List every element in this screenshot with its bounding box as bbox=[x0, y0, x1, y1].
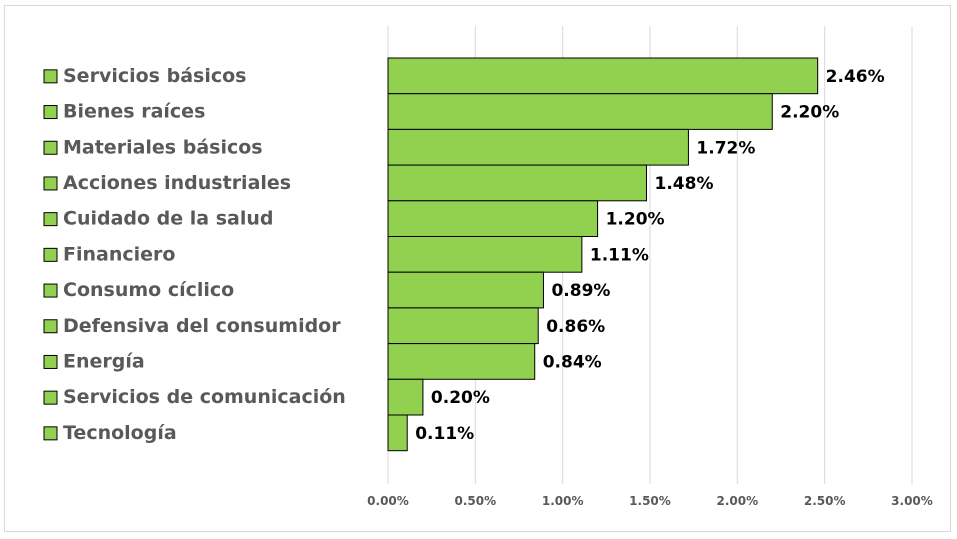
category-label: Servicios de comunicación bbox=[63, 386, 346, 408]
legend-swatch bbox=[43, 283, 58, 298]
bar bbox=[387, 200, 599, 238]
x-tick-label: 0.50% bbox=[455, 494, 497, 508]
category-label: Cuidado de la salud bbox=[63, 208, 274, 230]
category-label: Tecnología bbox=[63, 422, 177, 444]
bar-value-label: 0.86% bbox=[546, 317, 605, 337]
legend-swatch bbox=[43, 426, 58, 441]
bar bbox=[387, 164, 648, 202]
bar-value-label: 1.11% bbox=[590, 245, 649, 265]
bar bbox=[387, 236, 583, 273]
category-label: Energía bbox=[63, 350, 145, 372]
bar bbox=[387, 271, 544, 309]
legend-swatch bbox=[43, 247, 58, 262]
legend-swatch bbox=[43, 105, 58, 120]
bar bbox=[387, 343, 536, 380]
legend-swatch bbox=[43, 354, 58, 369]
bar bbox=[387, 128, 689, 166]
category-label: Consumo cíclico bbox=[63, 279, 234, 301]
x-tick-label: 0.00% bbox=[367, 494, 409, 508]
bar-value-label: 0.84% bbox=[543, 352, 602, 372]
category-label: Acciones industriales bbox=[63, 172, 291, 194]
bar-value-label: 0.11% bbox=[415, 424, 474, 444]
bar bbox=[387, 378, 424, 416]
legend-swatch bbox=[43, 140, 58, 155]
bar bbox=[387, 93, 773, 130]
bar-value-label: 1.48% bbox=[655, 174, 714, 194]
x-tick-label: 3.00% bbox=[891, 494, 933, 508]
category-label: Financiero bbox=[63, 243, 175, 265]
bar bbox=[387, 57, 819, 95]
x-tick-label: 1.50% bbox=[629, 494, 671, 508]
legend-swatch bbox=[43, 69, 58, 84]
category-label: Defensiva del consumidor bbox=[63, 315, 341, 337]
bar-value-label: 2.20% bbox=[780, 103, 839, 123]
bar-value-label: 2.46% bbox=[826, 67, 885, 87]
legend-swatch bbox=[43, 212, 58, 227]
x-tick-label: 1.00% bbox=[542, 494, 584, 508]
legend-swatch bbox=[43, 390, 58, 405]
bar bbox=[387, 414, 408, 452]
category-label: Servicios básicos bbox=[63, 65, 246, 87]
category-label: Bienes raíces bbox=[63, 101, 205, 123]
bar bbox=[387, 307, 539, 345]
bar-value-label: 1.20% bbox=[606, 210, 665, 230]
x-tick-label: 2.50% bbox=[804, 494, 846, 508]
bar-value-label: 1.72% bbox=[696, 138, 755, 158]
bar-value-label: 0.20% bbox=[431, 388, 490, 408]
x-tick-label: 2.00% bbox=[717, 494, 759, 508]
legend-swatch bbox=[43, 319, 58, 334]
bar-value-label: 0.89% bbox=[551, 281, 610, 301]
category-label: Materiales básicos bbox=[63, 136, 263, 158]
legend-swatch bbox=[43, 176, 58, 191]
